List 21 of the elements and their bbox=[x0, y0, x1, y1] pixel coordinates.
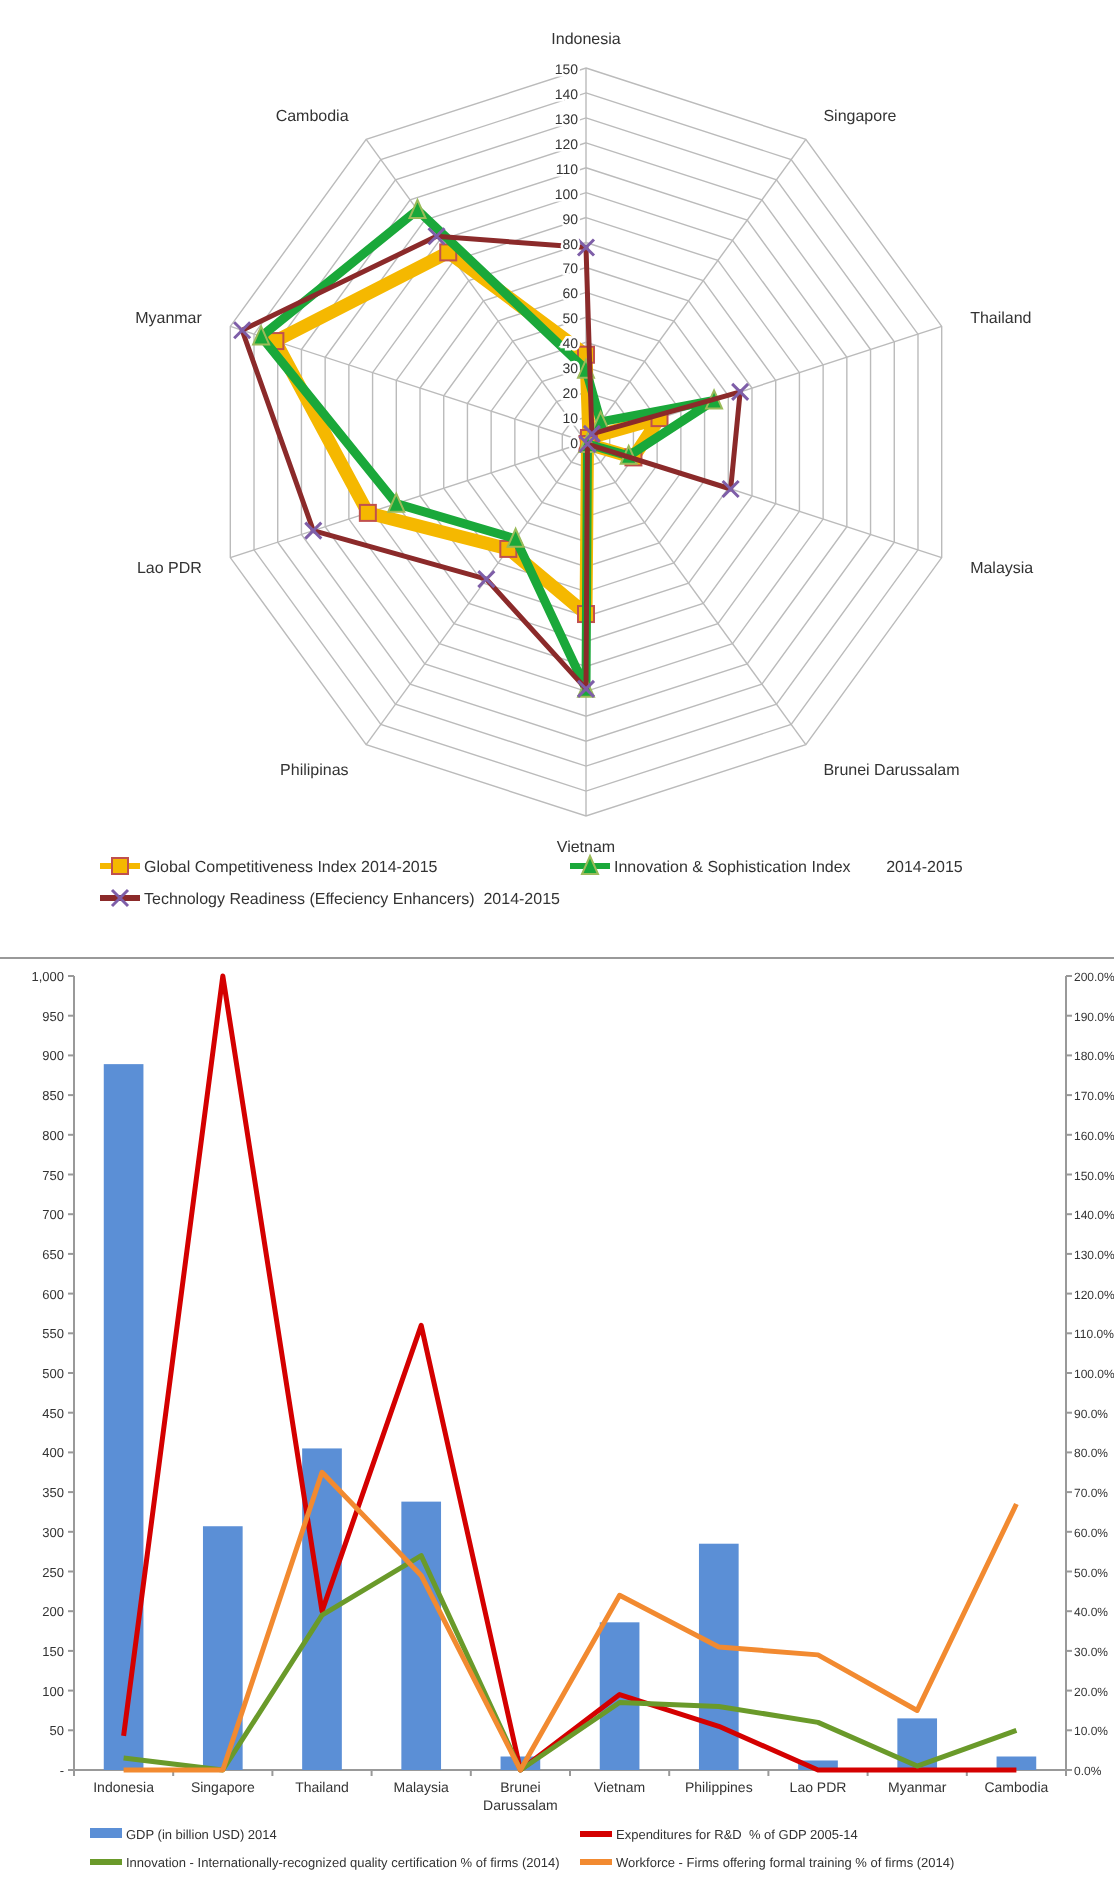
spoke-label: Lao PDR bbox=[136, 558, 203, 577]
legend-label: Innovation & Sophistication Index 2014-2015 bbox=[614, 858, 964, 876]
line-series bbox=[121, 1469, 1019, 1773]
bar bbox=[599, 1622, 640, 1770]
spoke-label: Brunei Darussalam bbox=[823, 760, 961, 779]
line-series bbox=[121, 973, 1019, 1773]
bar bbox=[202, 1526, 243, 1770]
spoke-label: Vietnam bbox=[556, 837, 616, 856]
spoke-label: Singapore bbox=[823, 107, 898, 126]
spoke-label: Cambodia bbox=[275, 107, 350, 126]
spoke-label: Philipinas bbox=[280, 760, 349, 779]
legend-label: Global Competitiveness Index 2014-2015 bbox=[144, 858, 439, 876]
bar bbox=[103, 1064, 144, 1770]
line-series bbox=[121, 1553, 1019, 1773]
spoke-label: Indonesia bbox=[551, 30, 622, 49]
spoke-label: Myanmar bbox=[135, 309, 203, 328]
bar bbox=[698, 1543, 739, 1770]
bar bbox=[401, 1501, 442, 1770]
spoke-label: Thailand bbox=[970, 309, 1032, 328]
spoke-label: Malaysia bbox=[970, 558, 1035, 577]
legend-label: Technology Readiness (Effeciency Enhancers) 2014-2015 bbox=[144, 890, 562, 908]
